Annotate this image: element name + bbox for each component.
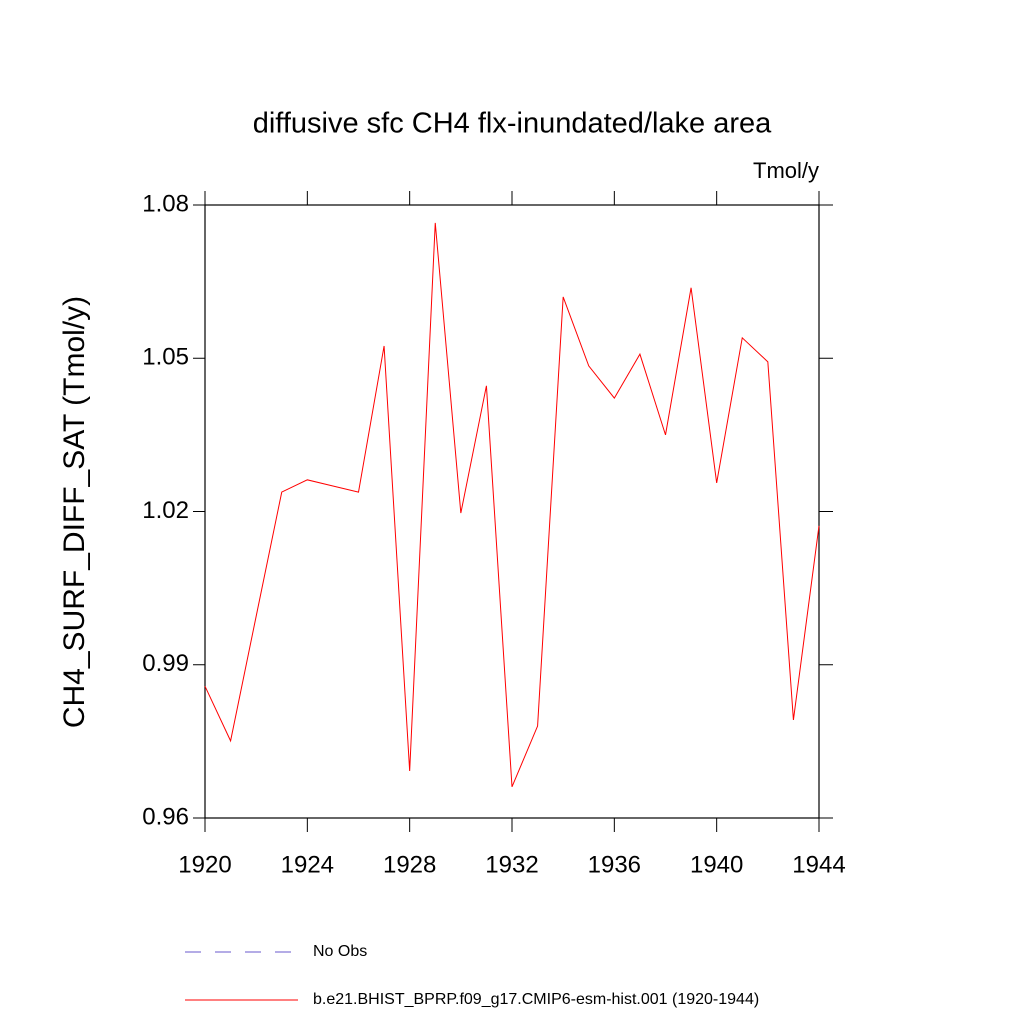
y-tick-label: 1.02 bbox=[142, 497, 189, 524]
x-tick-label: 1940 bbox=[690, 851, 743, 878]
y-tick-label: 1.08 bbox=[142, 190, 189, 217]
y-axis-label: CH4_SURF_DIFF_SAT (Tmol/y) bbox=[58, 296, 91, 728]
y-tick-label: 0.99 bbox=[142, 650, 189, 677]
legend-label: b.e21.BHIST_BPRP.f09_g17.CMIP6-esm-hist.… bbox=[313, 991, 759, 1008]
legend-label: No Obs bbox=[313, 943, 367, 960]
x-tick-label: 1920 bbox=[178, 851, 231, 878]
y-tick-label: 1.05 bbox=[142, 344, 189, 371]
series-line bbox=[204, 222, 820, 788]
x-tick-label: 1924 bbox=[281, 851, 334, 878]
units-label: Tmol/y bbox=[753, 158, 819, 183]
y-tick-label: 0.96 bbox=[142, 803, 189, 830]
x-tick-label: 1944 bbox=[792, 851, 845, 878]
chart-title: diffusive sfc CH4 flx-inundated/lake are… bbox=[253, 108, 772, 140]
x-tick-label: 1936 bbox=[588, 851, 641, 878]
x-tick-label: 1932 bbox=[485, 851, 538, 878]
x-tick-label: 1928 bbox=[383, 851, 436, 878]
